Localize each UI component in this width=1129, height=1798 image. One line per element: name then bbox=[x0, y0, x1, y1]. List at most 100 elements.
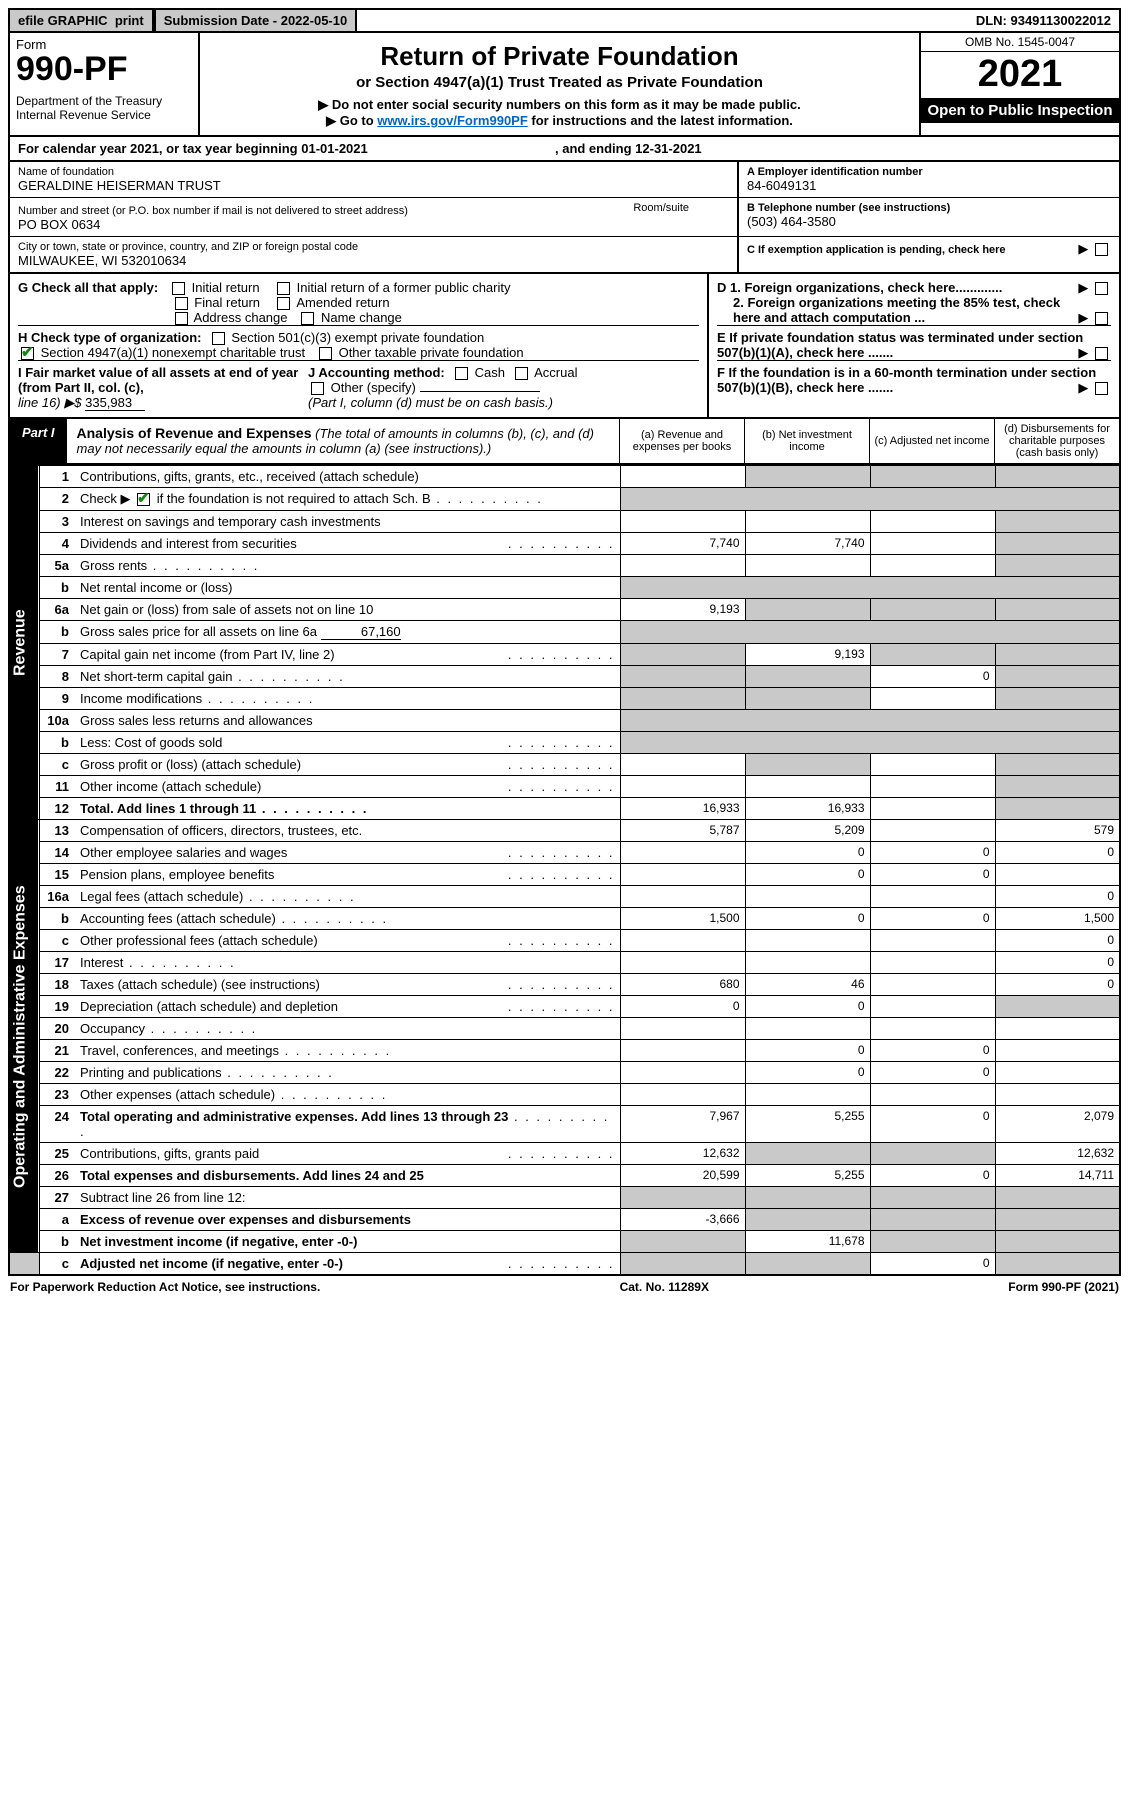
omb-number: OMB No. 1545-0047 bbox=[921, 33, 1119, 52]
form-note1: ▶ Do not enter social security numbers o… bbox=[206, 97, 913, 113]
col-c-header: (c) Adjusted net income bbox=[869, 419, 994, 463]
e-checkbox[interactable] bbox=[1095, 347, 1108, 360]
d1-checkbox[interactable] bbox=[1095, 282, 1108, 295]
city-value: MILWAUKEE, WI 532010634 bbox=[18, 253, 729, 268]
j2-label: Accrual bbox=[534, 365, 577, 380]
d2-label: 2. Foreign organizations meeting the 85%… bbox=[733, 295, 1060, 325]
foot-right: Form 990-PF (2021) bbox=[1008, 1280, 1119, 1294]
h2-checkbox[interactable] bbox=[21, 347, 34, 360]
name-cell: Name of foundation GERALDINE HEISERMAN T… bbox=[10, 162, 739, 197]
checks-block: G Check all that apply: Initial return I… bbox=[8, 274, 1121, 419]
f-checkbox[interactable] bbox=[1095, 382, 1108, 395]
table-row: cGross profit or (loss) (attach schedule… bbox=[9, 754, 1120, 776]
table-row: 16aLegal fees (attach schedule)0 bbox=[9, 886, 1120, 908]
dln: DLN: 93491130022012 bbox=[968, 10, 1119, 31]
table-row: Revenue 1 Contributions, gifts, grants, … bbox=[9, 466, 1120, 488]
foundation-name: GERALDINE HEISERMAN TRUST bbox=[18, 178, 729, 193]
table-row: bNet rental income or (loss) bbox=[9, 577, 1120, 599]
j1-checkbox[interactable] bbox=[455, 367, 468, 380]
g6-checkbox[interactable] bbox=[301, 312, 314, 325]
c-checkbox[interactable] bbox=[1095, 243, 1108, 256]
g4-checkbox[interactable] bbox=[277, 297, 290, 310]
j2-checkbox[interactable] bbox=[515, 367, 528, 380]
table-row: cOther professional fees (attach schedul… bbox=[9, 930, 1120, 952]
table-row: 2 Check ▶ if the foundation is not requi… bbox=[9, 488, 1120, 511]
col-a-header: (a) Revenue and expenses per books bbox=[619, 419, 744, 463]
spacer bbox=[357, 10, 968, 31]
f-row: F If the foundation is in a 60-month ter… bbox=[717, 360, 1111, 395]
ij-row: I Fair market value of all assets at end… bbox=[18, 360, 699, 411]
i-value: 335,983 bbox=[85, 395, 145, 411]
identity-grid: Name of foundation GERALDINE HEISERMAN T… bbox=[8, 162, 1121, 274]
g2-label: Initial return of a former public charit… bbox=[297, 280, 511, 295]
h3-checkbox[interactable] bbox=[319, 347, 332, 360]
g1-checkbox[interactable] bbox=[172, 282, 185, 295]
irs-label: Internal Revenue Service bbox=[16, 108, 192, 122]
dept-label: Department of the Treasury bbox=[16, 94, 192, 108]
form-title-block: Return of Private Foundation or Section … bbox=[200, 33, 919, 135]
calyear-mid: , and ending bbox=[555, 141, 635, 156]
part1-table: Revenue 1 Contributions, gifts, grants, … bbox=[8, 465, 1121, 1276]
g2-checkbox[interactable] bbox=[277, 282, 290, 295]
ein-label: A Employer identification number bbox=[747, 166, 1111, 178]
d2-checkbox[interactable] bbox=[1095, 312, 1108, 325]
table-row: 17Interest0 bbox=[9, 952, 1120, 974]
room-label: Room/suite bbox=[633, 202, 689, 214]
c-label: C If exemption application is pending, c… bbox=[747, 244, 1006, 256]
footer: For Paperwork Reduction Act Notice, see … bbox=[8, 1276, 1121, 1298]
open-inspection: Open to Public Inspection bbox=[921, 98, 1119, 123]
j-block: J Accounting method: Cash Accrual Other … bbox=[308, 365, 699, 411]
city-cell: City or town, state or province, country… bbox=[10, 236, 739, 272]
h3-label: Other taxable private foundation bbox=[339, 345, 524, 360]
foot-mid: Cat. No. 11289X bbox=[620, 1280, 709, 1294]
efile-tag: efile GRAPHIC print bbox=[10, 10, 154, 31]
j3-checkbox[interactable] bbox=[311, 382, 324, 395]
tax-year: 2021 bbox=[921, 52, 1119, 98]
part1-cols: (a) Revenue and expenses per books (b) N… bbox=[619, 419, 1119, 463]
g3-checkbox[interactable] bbox=[175, 297, 188, 310]
j-label: J Accounting method: bbox=[308, 365, 445, 380]
g1-label: Initial return bbox=[192, 280, 260, 295]
table-row: bAccounting fees (attach schedule)1,5000… bbox=[9, 908, 1120, 930]
table-row: 19Depreciation (attach schedule) and dep… bbox=[9, 996, 1120, 1018]
i-label: I Fair market value of all assets at end… bbox=[18, 365, 298, 395]
g5-checkbox[interactable] bbox=[175, 312, 188, 325]
j-note: (Part I, column (d) must be on cash basi… bbox=[308, 395, 553, 410]
efile-text: efile GRAPHIC bbox=[18, 13, 108, 28]
ein-value: 84-6049131 bbox=[747, 178, 1111, 193]
h-label: H Check type of organization: bbox=[18, 330, 201, 345]
schb-checkbox[interactable] bbox=[137, 493, 150, 506]
form-number: 990-PF bbox=[16, 50, 128, 88]
table-row: 10aGross sales less returns and allowanc… bbox=[9, 710, 1120, 732]
form-note2: ▶ Go to www.irs.gov/Form990PF for instru… bbox=[206, 113, 913, 129]
name-label: Name of foundation bbox=[18, 166, 729, 178]
revenue-vlabel: Revenue bbox=[9, 466, 39, 820]
year-block: OMB No. 1545-0047 2021 Open to Public In… bbox=[919, 33, 1119, 135]
table-row: 26Total expenses and disbursements. Add … bbox=[9, 1165, 1120, 1187]
j3-label: Other (specify) bbox=[331, 380, 416, 395]
table-row: 9Income modifications bbox=[9, 688, 1120, 710]
table-row: 15Pension plans, employee benefits00 bbox=[9, 864, 1120, 886]
table-row: 8Net short-term capital gain0 bbox=[9, 666, 1120, 688]
table-row: 5aGross rents bbox=[9, 555, 1120, 577]
note2-link[interactable]: www.irs.gov/Form990PF bbox=[377, 113, 528, 128]
print-text[interactable]: print bbox=[115, 13, 144, 28]
table-row: 22Printing and publications00 bbox=[9, 1062, 1120, 1084]
calyear-begin: 01-01-2021 bbox=[301, 141, 368, 156]
d2-row: 2. Foreign organizations meeting the 85%… bbox=[717, 295, 1111, 325]
c-cell: C If exemption application is pending, c… bbox=[739, 236, 1119, 272]
i-line-label: line 16) ▶$ bbox=[18, 395, 81, 410]
d1-label: D 1. Foreign organizations, check here..… bbox=[717, 280, 1002, 295]
table-row: 4Dividends and interest from securities7… bbox=[9, 533, 1120, 555]
addr-cell: Number and street (or P.O. box number if… bbox=[10, 197, 739, 236]
form-title: Return of Private Foundation bbox=[206, 41, 913, 72]
form-header: Form 990-PF Department of the Treasury I… bbox=[8, 33, 1121, 137]
table-row: 20Occupancy bbox=[9, 1018, 1120, 1040]
addr-value: PO BOX 0634 bbox=[18, 217, 729, 232]
table-row: 23Other expenses (attach schedule) bbox=[9, 1084, 1120, 1106]
form-number-block: Form 990-PF Department of the Treasury I… bbox=[10, 33, 200, 135]
h1-checkbox[interactable] bbox=[212, 332, 225, 345]
part1-tab: Part I bbox=[10, 419, 67, 463]
ein-cell: A Employer identification number 84-6049… bbox=[739, 162, 1119, 197]
checks-right: D 1. Foreign organizations, check here..… bbox=[709, 274, 1119, 417]
